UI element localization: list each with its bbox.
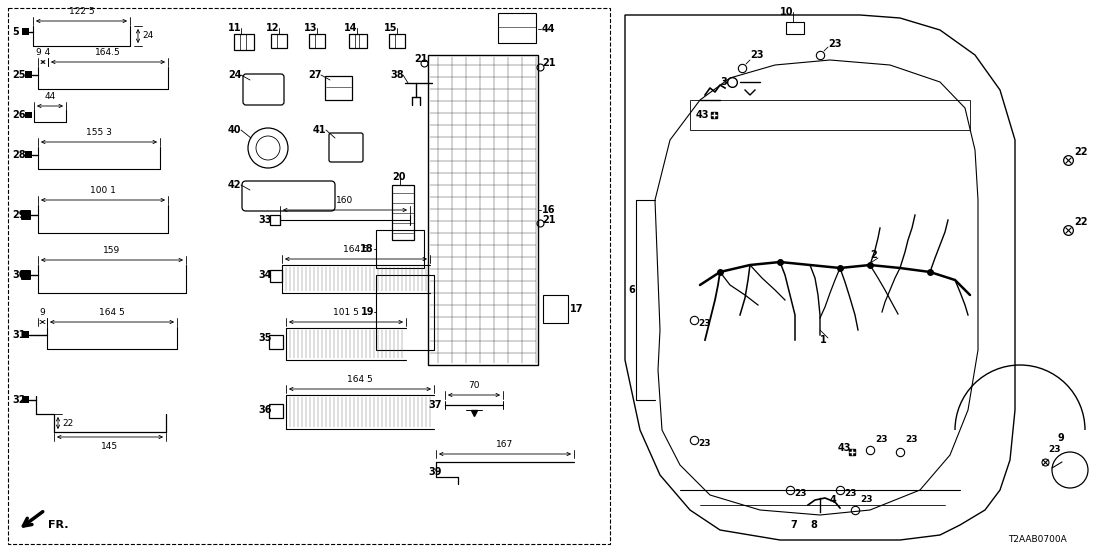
- Bar: [543, 295, 568, 323]
- Text: 4: 4: [830, 495, 837, 505]
- Text: 21: 21: [542, 58, 555, 68]
- Text: 24: 24: [228, 70, 242, 80]
- Text: 40: 40: [228, 125, 242, 135]
- Text: 164 5: 164 5: [99, 308, 125, 317]
- Text: 6: 6: [628, 285, 635, 295]
- Text: 44: 44: [542, 24, 555, 34]
- Text: 3: 3: [720, 77, 727, 87]
- Text: 32: 32: [12, 395, 25, 405]
- Text: 155 3: 155 3: [86, 128, 112, 137]
- Text: 33: 33: [258, 215, 271, 225]
- Bar: [497, 13, 536, 43]
- Text: 12: 12: [266, 23, 279, 33]
- Text: 159: 159: [103, 246, 121, 255]
- Text: 20: 20: [392, 172, 406, 182]
- Text: 23: 23: [698, 320, 710, 329]
- Bar: [8, 8, 611, 544]
- Text: 29: 29: [12, 210, 25, 220]
- Text: 23: 23: [698, 439, 710, 449]
- Bar: [376, 230, 424, 268]
- Text: 22: 22: [1074, 147, 1087, 157]
- Text: T2AAB0700A: T2AAB0700A: [1008, 536, 1067, 545]
- Bar: [690, 100, 970, 130]
- Text: 9: 9: [1058, 433, 1065, 443]
- Text: 2: 2: [870, 250, 876, 260]
- Text: 43: 43: [696, 110, 709, 120]
- Bar: [25, 151, 32, 158]
- Text: 5: 5: [12, 27, 19, 37]
- Bar: [428, 55, 538, 365]
- Text: 8: 8: [810, 520, 817, 530]
- Text: 167: 167: [496, 440, 514, 449]
- Text: 9 4: 9 4: [35, 48, 50, 57]
- Bar: [270, 270, 283, 282]
- Text: 25: 25: [12, 70, 25, 80]
- Bar: [786, 22, 804, 34]
- Text: 100 1: 100 1: [90, 186, 116, 195]
- Text: 23: 23: [1048, 445, 1060, 454]
- Text: 31: 31: [12, 330, 25, 340]
- Text: 164 5: 164 5: [347, 375, 373, 384]
- Text: 26: 26: [12, 110, 25, 120]
- Text: 41: 41: [312, 125, 327, 135]
- FancyBboxPatch shape: [21, 210, 31, 220]
- Text: 10: 10: [780, 7, 793, 17]
- Text: 44: 44: [44, 92, 55, 101]
- Text: 27: 27: [308, 70, 321, 80]
- Bar: [25, 112, 32, 118]
- Text: 15: 15: [384, 23, 398, 33]
- Text: 23: 23: [860, 495, 872, 505]
- Text: 23: 23: [844, 490, 856, 499]
- Text: 11: 11: [228, 23, 242, 33]
- Bar: [376, 275, 434, 350]
- Text: 160: 160: [337, 196, 353, 205]
- Text: 21: 21: [542, 215, 555, 225]
- Bar: [22, 28, 29, 35]
- Text: 34: 34: [258, 270, 271, 280]
- Text: 13: 13: [304, 23, 318, 33]
- Text: 36: 36: [258, 405, 271, 415]
- Text: 43: 43: [838, 443, 852, 453]
- Text: 30: 30: [12, 270, 25, 280]
- Text: 22: 22: [1074, 217, 1087, 227]
- Text: 164.5: 164.5: [95, 48, 121, 57]
- FancyBboxPatch shape: [21, 270, 31, 280]
- Text: 23: 23: [828, 39, 841, 49]
- Text: 145: 145: [102, 442, 119, 451]
- Text: 17: 17: [570, 304, 584, 314]
- Text: 19: 19: [360, 307, 375, 317]
- Text: 37: 37: [428, 400, 441, 410]
- Text: 122 5: 122 5: [69, 7, 94, 16]
- Text: 23: 23: [875, 435, 888, 444]
- Text: 38: 38: [390, 70, 403, 80]
- Text: 101 5: 101 5: [334, 308, 359, 317]
- Text: 23: 23: [905, 435, 917, 444]
- Bar: [22, 396, 29, 403]
- Text: 35: 35: [258, 333, 271, 343]
- Text: 1: 1: [820, 335, 827, 345]
- Text: 23: 23: [750, 50, 763, 60]
- Text: 24: 24: [142, 32, 153, 40]
- Text: 22: 22: [62, 418, 73, 428]
- Text: 14: 14: [343, 23, 358, 33]
- Text: 39: 39: [428, 467, 441, 477]
- Text: 16: 16: [542, 205, 555, 215]
- Text: 18: 18: [360, 244, 375, 254]
- Text: 21: 21: [414, 54, 428, 64]
- Bar: [22, 331, 29, 338]
- Text: 42: 42: [228, 180, 242, 190]
- Bar: [25, 71, 32, 78]
- Text: 70: 70: [469, 381, 480, 390]
- Text: 7: 7: [790, 520, 797, 530]
- Text: 9: 9: [40, 308, 45, 317]
- Text: 23: 23: [794, 490, 807, 499]
- Text: 164 5: 164 5: [343, 245, 369, 254]
- Text: FR.: FR.: [48, 520, 69, 530]
- Text: 28: 28: [12, 150, 25, 160]
- Bar: [270, 215, 280, 225]
